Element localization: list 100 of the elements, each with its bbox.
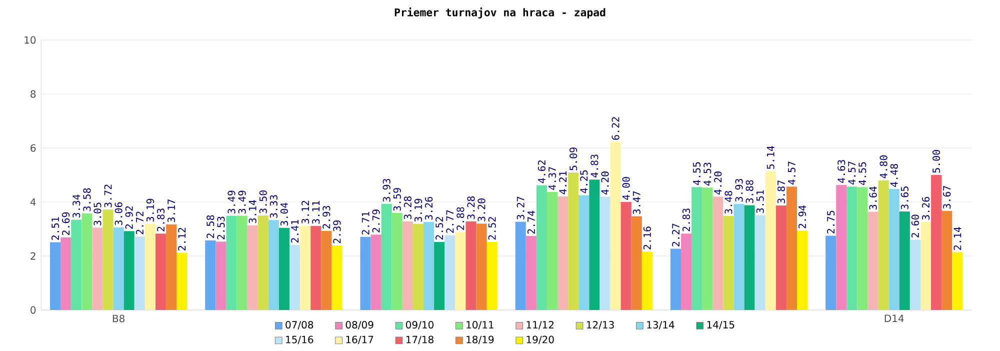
data-label: 4.63 bbox=[838, 160, 846, 184]
data-label: 3.20 bbox=[478, 198, 486, 222]
data-label: 2.41 bbox=[291, 220, 298, 243]
y-tick-label: 4 bbox=[30, 198, 36, 206]
data-label: 5.09 bbox=[570, 148, 578, 171]
data-label: 2.12 bbox=[178, 228, 186, 251]
bar bbox=[642, 252, 652, 310]
data-label: 2.72 bbox=[136, 212, 144, 234]
bar bbox=[836, 185, 847, 310]
y-tick-label: 8 bbox=[30, 90, 36, 98]
bar bbox=[754, 215, 766, 310]
data-label: 4.37 bbox=[548, 167, 556, 190]
data-label: 4.62 bbox=[538, 160, 546, 184]
data-label: 3.58 bbox=[83, 188, 91, 212]
legend-label: 10/11 bbox=[466, 321, 494, 330]
legend-label: 12/13 bbox=[586, 321, 614, 330]
data-label: 3.88 bbox=[746, 180, 754, 204]
bar bbox=[60, 238, 72, 310]
data-label: 4.55 bbox=[693, 162, 701, 186]
data-label: 2.83 bbox=[156, 208, 165, 232]
legend-label: 16/17 bbox=[346, 336, 374, 344]
bar bbox=[155, 234, 166, 310]
bar bbox=[226, 216, 237, 310]
legend-label: 09/10 bbox=[406, 321, 434, 330]
bar bbox=[578, 195, 590, 310]
bar bbox=[360, 237, 371, 310]
bar bbox=[723, 216, 734, 310]
bar bbox=[144, 224, 156, 310]
y-tick-label: 6 bbox=[30, 144, 36, 152]
data-label: 2.92 bbox=[125, 206, 133, 230]
bar bbox=[878, 180, 889, 310]
bar bbox=[515, 222, 526, 310]
bar bbox=[536, 186, 547, 310]
bar bbox=[124, 231, 134, 310]
data-label: 3.17 bbox=[168, 200, 176, 222]
data-label: 3.27 bbox=[516, 197, 524, 220]
data-label: 4.80 bbox=[880, 156, 888, 179]
bar bbox=[942, 211, 952, 310]
bar bbox=[734, 204, 744, 310]
data-label: 3.14 bbox=[248, 200, 256, 224]
bar bbox=[278, 228, 290, 310]
bar bbox=[910, 240, 920, 310]
data-label: 2.52 bbox=[436, 217, 444, 240]
bar bbox=[558, 196, 568, 310]
data-label: 4.00 bbox=[622, 177, 630, 200]
data-label: 4.83 bbox=[590, 154, 598, 178]
bar bbox=[434, 242, 445, 310]
data-label: 3.06 bbox=[114, 202, 122, 226]
data-label: 2.51 bbox=[52, 217, 60, 240]
data-label: 3.12 bbox=[302, 201, 310, 224]
legend-label: 19/20 bbox=[526, 336, 554, 344]
bar bbox=[205, 240, 216, 310]
data-label: 2.14 bbox=[954, 227, 962, 250]
data-label: 2.77 bbox=[446, 210, 454, 234]
data-label: 2.58 bbox=[206, 216, 214, 238]
bar bbox=[321, 231, 332, 310]
bar bbox=[216, 242, 226, 310]
bar bbox=[920, 222, 932, 310]
data-label: 3.19 bbox=[414, 199, 422, 222]
data-label: 3.67 bbox=[943, 186, 951, 209]
bar bbox=[370, 234, 382, 310]
bar bbox=[620, 202, 632, 310]
data-label: 2.52 bbox=[488, 217, 496, 240]
data-label: 3.34 bbox=[72, 194, 80, 218]
bar bbox=[134, 236, 145, 310]
bar bbox=[899, 212, 910, 310]
legend-label: 08/09 bbox=[346, 321, 374, 330]
data-label: 2.74 bbox=[527, 211, 535, 234]
bar bbox=[402, 222, 413, 310]
bar bbox=[289, 245, 300, 310]
data-label: 5.14 bbox=[766, 146, 774, 170]
data-label: 4.48 bbox=[890, 164, 898, 188]
bar bbox=[744, 205, 755, 310]
data-label: 2.39 bbox=[333, 220, 341, 244]
bar bbox=[247, 225, 258, 310]
data-label: 4.57 bbox=[848, 162, 856, 185]
data-label: 3.04 bbox=[280, 202, 288, 226]
x-tick-label: D14 bbox=[884, 314, 904, 322]
bar bbox=[952, 252, 963, 310]
bar bbox=[868, 212, 878, 310]
data-label: 3.19 bbox=[146, 199, 154, 222]
bar bbox=[176, 253, 188, 310]
bar bbox=[600, 196, 610, 310]
bar bbox=[568, 172, 579, 310]
bar bbox=[526, 236, 536, 310]
bar bbox=[455, 232, 466, 310]
data-label: 3.47 bbox=[632, 192, 640, 214]
legend-label: 13/14 bbox=[647, 321, 674, 330]
bar bbox=[610, 142, 621, 310]
data-label: 2.79 bbox=[372, 210, 380, 233]
x-tick-label: B8 bbox=[112, 314, 124, 323]
bar bbox=[589, 180, 600, 310]
chart-title: Priemer turnajov na hraca - zapad bbox=[394, 8, 606, 19]
legend-label: 15/16 bbox=[286, 336, 314, 344]
data-label: 3.48 bbox=[724, 191, 732, 214]
data-label: 3.65 bbox=[900, 186, 908, 210]
legend-label: 17/18 bbox=[406, 336, 434, 344]
bar bbox=[300, 226, 311, 310]
data-label: 3.87 bbox=[777, 180, 785, 204]
bar bbox=[466, 222, 476, 310]
